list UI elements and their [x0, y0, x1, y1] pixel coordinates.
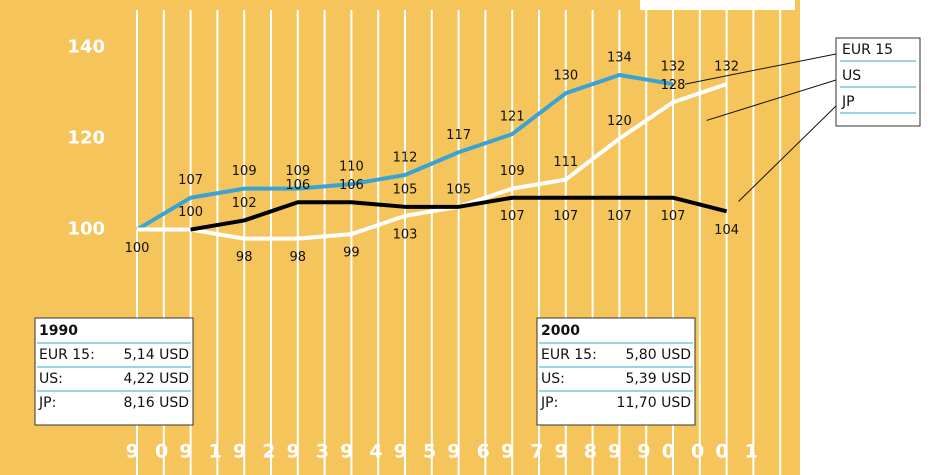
- info-box-key: US:: [39, 371, 63, 387]
- plot-background-top: [0, 0, 640, 10]
- leader-line: [684, 53, 837, 85]
- data-label: 109: [285, 164, 310, 179]
- x-tick-label: 95: [394, 441, 452, 463]
- series-line: [137, 82, 728, 241]
- data-label: 107: [661, 209, 686, 224]
- data-label: 107: [553, 209, 578, 224]
- y-tick-label: 120: [67, 128, 105, 149]
- info-box-title: 1990: [39, 323, 78, 339]
- data-label: 117: [446, 128, 471, 143]
- data-label: 102: [232, 196, 257, 211]
- info-box-value: 5,80 USD: [625, 347, 691, 363]
- info-box-value: 5,39 USD: [625, 371, 691, 387]
- info-box-key: JP:: [540, 395, 558, 411]
- y-tick-label: 140: [67, 37, 105, 58]
- data-label: 112: [393, 151, 418, 166]
- data-label: 100: [125, 241, 150, 256]
- x-tick-label: 92: [233, 441, 291, 463]
- data-label: 98: [236, 250, 253, 265]
- data-label: 128: [661, 78, 686, 93]
- data-label: 105: [393, 182, 418, 197]
- info-box-key: JP:: [38, 395, 56, 411]
- series-line: [190, 195, 728, 232]
- x-tick-label: 90: [126, 441, 184, 463]
- data-label: 105: [446, 182, 471, 197]
- info-box-value: 4,22 USD: [123, 371, 189, 387]
- info-box: [536, 317, 696, 426]
- x-tick-label: 99: [608, 441, 666, 463]
- info-box-value: 8,16 USD: [123, 395, 189, 411]
- data-label: 107: [178, 173, 203, 188]
- x-tick-label: 91: [179, 441, 237, 463]
- info-box: [34, 317, 194, 426]
- plot-background-top: [795, 0, 800, 10]
- data-label: 132: [661, 60, 686, 75]
- legend-box: [835, 37, 921, 127]
- data-label: 109: [500, 164, 525, 179]
- data-label: 104: [714, 223, 739, 238]
- data-label: 134: [607, 51, 632, 66]
- info-box-key: EUR 15:: [39, 347, 95, 363]
- leader-line: [738, 105, 837, 202]
- info-box-value: 5,14 USD: [123, 347, 189, 363]
- x-tick-label: 01: [715, 441, 773, 463]
- leader-line: [706, 79, 837, 121]
- data-label: 103: [393, 227, 418, 242]
- data-label: 132: [714, 60, 739, 75]
- legend-label: EUR 15: [842, 42, 893, 58]
- data-label: 106: [339, 178, 364, 193]
- info-box-key: US:: [541, 371, 565, 387]
- series-line: [135, 73, 674, 232]
- info-box-title: 2000: [541, 323, 580, 339]
- data-label: 121: [500, 110, 525, 125]
- data-label: 107: [500, 209, 525, 224]
- data-label: 130: [553, 69, 578, 84]
- x-tick-label: 00: [662, 441, 720, 463]
- data-label: 106: [285, 178, 310, 193]
- info-box-key: EUR 15:: [541, 347, 597, 363]
- y-tick-label: 100: [67, 219, 105, 240]
- data-label: 109: [232, 164, 257, 179]
- data-label: 107: [607, 209, 632, 224]
- data-label: 111: [553, 155, 578, 170]
- x-tick-label: 98: [555, 441, 613, 463]
- data-label: 98: [290, 250, 307, 265]
- data-label: 100: [178, 205, 203, 220]
- data-label: 120: [607, 114, 632, 129]
- info-box-value: 11,70 USD: [617, 395, 691, 411]
- legend-label: US: [842, 68, 861, 84]
- x-tick-label: 94: [340, 441, 398, 463]
- legend-label: JP: [841, 94, 855, 110]
- data-label: 110: [339, 160, 364, 175]
- x-tick-label: 96: [447, 441, 505, 463]
- data-label: 99: [343, 246, 360, 261]
- x-tick-label: 97: [501, 441, 559, 463]
- x-tick-label: 93: [287, 441, 345, 463]
